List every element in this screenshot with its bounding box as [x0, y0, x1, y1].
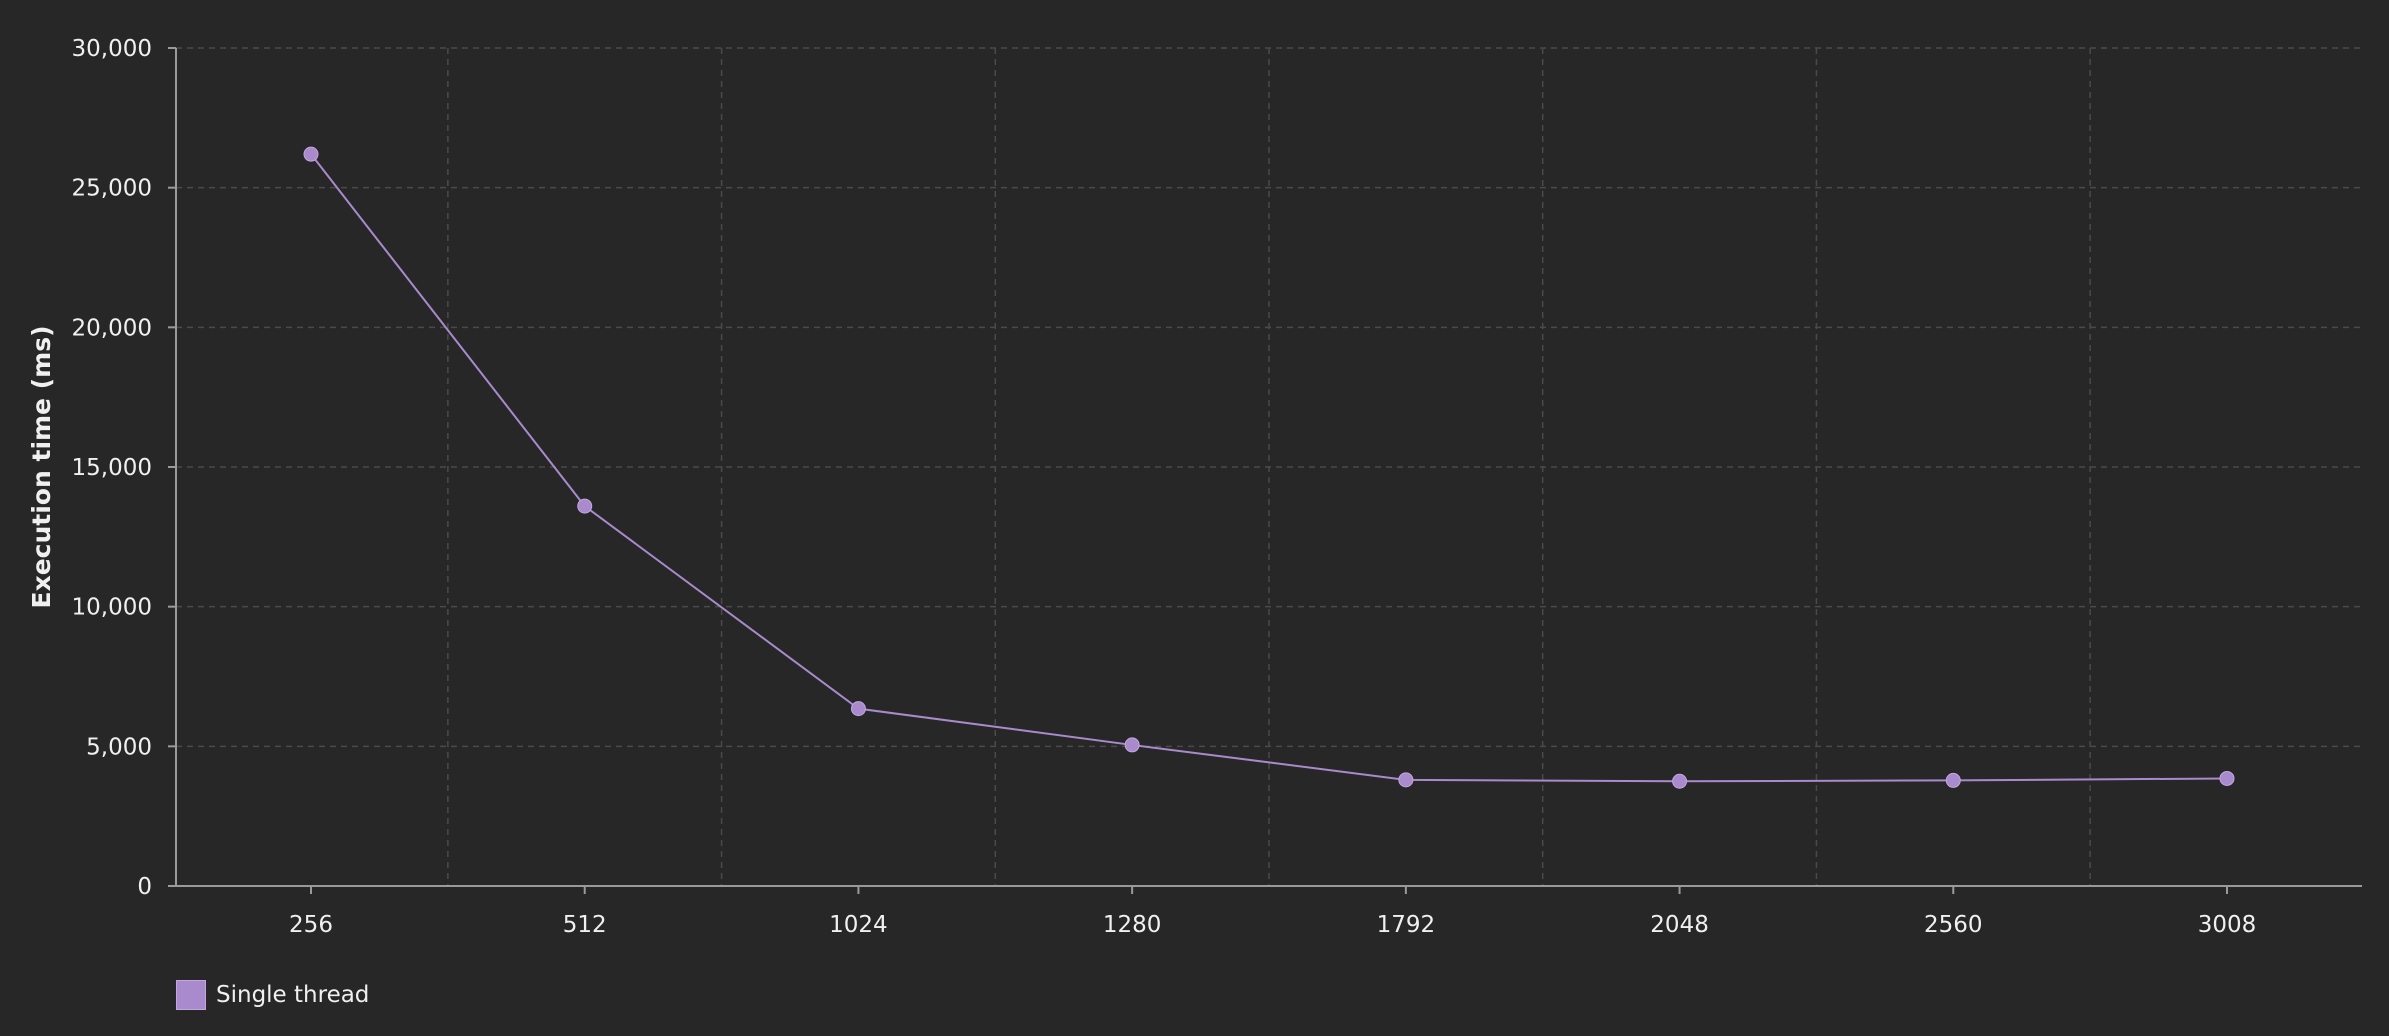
y-axis-label: Execution time (ms) — [27, 326, 56, 609]
data-point — [1398, 772, 1414, 788]
y-tick-label: 0 — [137, 874, 152, 900]
x-tick-label: 1792 — [1377, 912, 1436, 938]
x-tick-label: 2048 — [1650, 912, 1709, 938]
y-tick-label: 20,000 — [72, 315, 152, 341]
y-tick-label: 10,000 — [72, 595, 152, 621]
x-tick-label: 2560 — [1924, 912, 1983, 938]
y-tick-label: 30,000 — [72, 36, 152, 62]
legend: Single thread — [176, 980, 369, 1010]
data-point — [577, 498, 593, 514]
data-point — [303, 146, 319, 162]
x-tick-label: 512 — [563, 912, 607, 938]
x-tick-label: 1024 — [829, 912, 888, 938]
legend-swatch — [176, 980, 206, 1010]
data-point — [2219, 770, 2235, 786]
data-point — [850, 701, 866, 717]
data-point — [1945, 772, 1961, 788]
x-tick-label: 3008 — [2198, 912, 2257, 938]
y-tick-label: 5,000 — [86, 734, 152, 760]
y-tick-label: 25,000 — [72, 176, 152, 202]
data-point — [1124, 737, 1140, 753]
x-tick-label: 1280 — [1103, 912, 1162, 938]
series-line — [310, 153, 2228, 783]
x-tick-label: 256 — [289, 912, 333, 938]
y-tick-label: 15,000 — [72, 455, 152, 481]
legend-label: Single thread — [216, 982, 370, 1008]
data-point — [1672, 773, 1688, 789]
